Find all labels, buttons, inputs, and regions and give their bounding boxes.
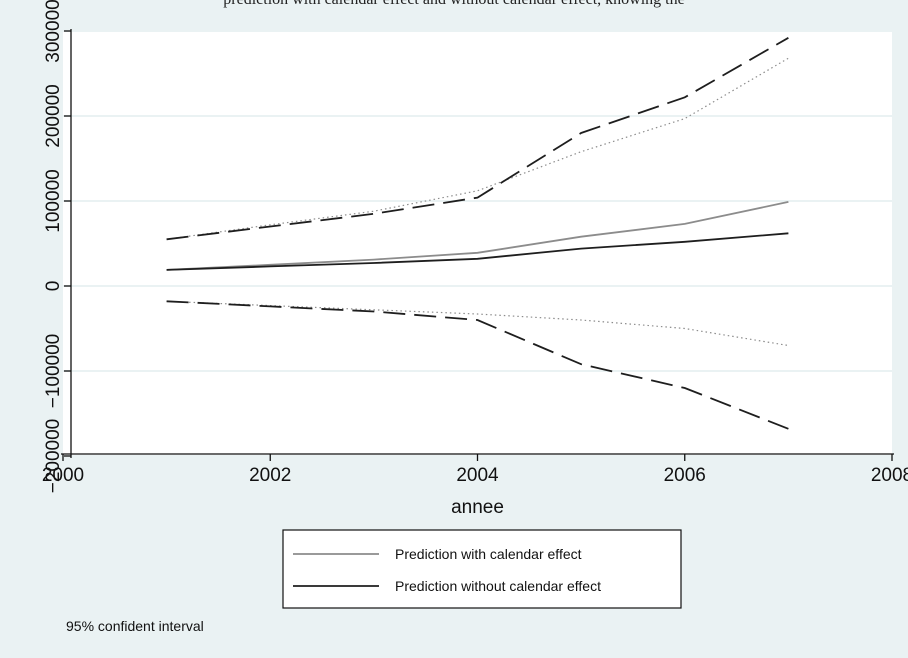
plot-area	[63, 31, 892, 456]
legend-label: Prediction without calendar effect	[395, 578, 601, 594]
legend-box	[282, 529, 682, 609]
series-line-4	[166, 37, 789, 241]
y-tick-label: 0	[43, 281, 64, 292]
x-tick-label: 2008	[871, 465, 908, 486]
y-tick-label: 200000	[43, 84, 64, 147]
x-tick-label: 2006	[664, 465, 706, 486]
axes: −200000 −100000 0 100000 200000 300000 2000 200…	[42, 0, 908, 493]
x-tick-label: 2002	[249, 465, 291, 486]
series-line-5	[166, 300, 789, 430]
legend-label: Prediction with calendar effect	[395, 546, 582, 562]
x-tick-label: 2004	[456, 465, 499, 486]
confidence-note: 95% confident interval	[66, 618, 204, 634]
series-line-0	[166, 201, 789, 271]
x-axis-label: annee	[451, 497, 504, 518]
y-tick-label: 300000	[43, 0, 64, 63]
legend: Prediction with calendar effect Predictio…	[282, 529, 682, 609]
grid-lines	[63, 30, 892, 457]
x-tick-label: 2000	[42, 465, 84, 486]
y-tick-label: −100000	[43, 334, 64, 409]
series-layer	[166, 37, 789, 430]
y-tick-label: −200000	[43, 419, 64, 494]
y-tick-label: 100000	[43, 169, 64, 232]
series-line-1	[166, 232, 789, 271]
top-caption: prediction with calendar effect and with…	[0, 0, 908, 9]
series-line-2	[166, 57, 789, 240]
